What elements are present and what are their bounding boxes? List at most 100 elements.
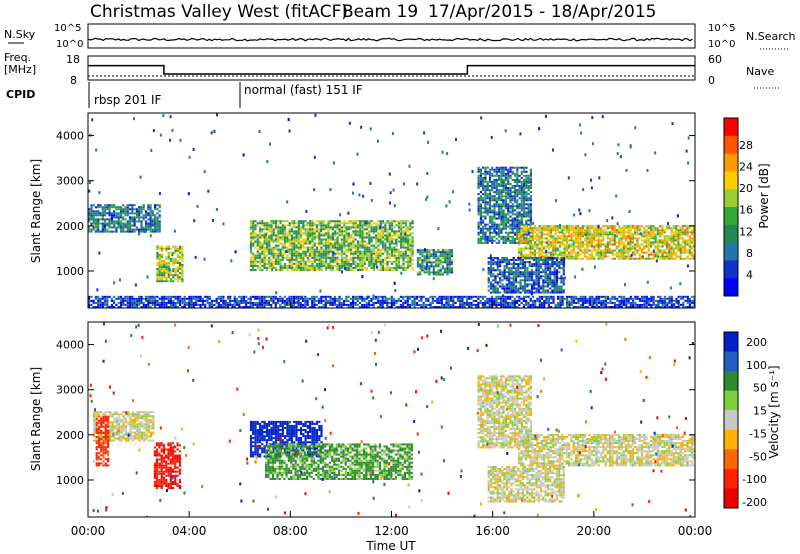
power-cell	[511, 197, 514, 200]
power-cell	[325, 254, 328, 257]
power-cell	[129, 216, 132, 219]
power-cell	[620, 251, 623, 254]
power-cell	[313, 295, 316, 298]
power-cell	[379, 250, 382, 253]
power-cell	[546, 275, 549, 278]
power-cell	[158, 306, 161, 308]
power-cell	[672, 227, 675, 230]
power-cell	[595, 235, 598, 238]
power-cell	[379, 260, 382, 263]
power-cell	[688, 253, 691, 256]
power-cell	[503, 291, 506, 294]
power-cell	[686, 255, 689, 258]
power-cell	[656, 243, 659, 246]
power-cell	[313, 260, 316, 263]
power-cell	[489, 263, 493, 266]
power-cell	[579, 245, 582, 248]
power-cell	[450, 251, 454, 254]
power-cell	[549, 259, 552, 262]
power-cell	[643, 229, 646, 232]
power-cell	[156, 301, 159, 304]
power-cell	[154, 228, 157, 231]
power-cell	[309, 232, 312, 235]
power-cell	[268, 264, 271, 267]
power-cell	[613, 239, 616, 242]
power-cell	[295, 306, 298, 308]
power-cell	[140, 301, 143, 304]
power-cell	[615, 247, 618, 250]
power-cell	[158, 268, 161, 271]
power-cell	[565, 229, 568, 232]
power-cell	[565, 237, 568, 240]
power-cell	[363, 246, 366, 249]
power-cell	[492, 259, 495, 262]
power-cell	[352, 236, 355, 239]
nave-tick-bottom: 0	[708, 74, 715, 87]
power-cell	[290, 220, 293, 223]
power-cell	[129, 228, 132, 231]
power-cell	[553, 263, 556, 266]
power-cell	[409, 248, 412, 251]
power-cell	[500, 191, 503, 194]
power-cell	[113, 295, 116, 298]
power-cell	[117, 216, 120, 219]
power-cell	[179, 299, 182, 302]
power-cell	[400, 240, 403, 243]
power-cell	[560, 289, 563, 292]
power-cell	[352, 244, 355, 247]
power-cell	[158, 222, 161, 225]
power-cell	[272, 264, 275, 267]
power-cell	[156, 270, 159, 273]
power-cell	[409, 258, 412, 261]
power-cell	[505, 283, 508, 286]
power-cell	[350, 240, 353, 243]
power-cell	[402, 230, 405, 233]
power-cell	[381, 230, 385, 233]
power-cell	[498, 211, 501, 214]
power-cell	[679, 227, 682, 230]
power-cell	[156, 204, 159, 207]
power-cell	[509, 183, 512, 186]
power-cell	[340, 301, 343, 304]
power-cell	[204, 295, 207, 298]
power-cell	[563, 249, 566, 252]
power-cell	[338, 226, 341, 229]
power-cell	[602, 257, 605, 260]
power-cell	[131, 216, 134, 219]
power-cell	[329, 260, 332, 263]
power-cell	[672, 233, 675, 236]
power-cell	[560, 291, 563, 294]
power-cell	[645, 225, 648, 228]
power-cell	[562, 291, 565, 294]
power-cell	[192, 301, 195, 304]
power-cell	[288, 258, 291, 261]
power-cell	[304, 220, 307, 223]
power-cell	[565, 227, 568, 230]
power-cell	[493, 235, 496, 238]
power-cell	[520, 229, 523, 232]
power-cell	[409, 262, 412, 265]
power-cell	[381, 228, 385, 231]
power-cell	[363, 258, 366, 261]
power-cell	[441, 273, 444, 276]
power-cell	[604, 255, 607, 258]
power-cell	[613, 231, 616, 234]
power-cell	[552, 245, 555, 248]
power-cell	[288, 303, 291, 306]
power-cell	[435, 263, 438, 266]
power-cell	[306, 248, 309, 251]
power-cell	[684, 247, 687, 250]
power-cell	[359, 230, 362, 233]
power-cell	[597, 227, 600, 230]
power-cell	[509, 225, 512, 228]
power-cell	[519, 285, 522, 288]
power-cell	[99, 306, 102, 308]
power-cell	[441, 265, 444, 268]
power-cell	[520, 235, 523, 238]
power-cell	[525, 178, 528, 181]
power-cell	[372, 250, 375, 253]
power-cell	[509, 170, 512, 173]
power-cell	[311, 234, 314, 237]
power-cell	[236, 301, 239, 304]
power-cell	[618, 239, 621, 242]
